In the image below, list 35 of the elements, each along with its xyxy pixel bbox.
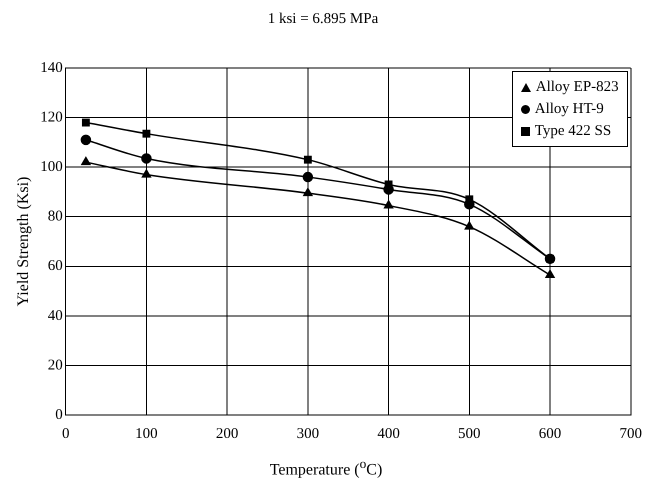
x-tick-label: 700 [620,426,642,442]
legend-label: Alloy HT-9 [534,101,604,117]
chart-title: 1 ksi = 6.895 MPa [268,10,379,27]
point [545,270,555,278]
point [302,172,314,182]
x-tick-label: 100 [135,426,158,442]
x-tick-label: 200 [216,426,238,442]
y-tick-label: 40 [48,308,63,324]
point [141,153,152,164]
point [142,169,152,178]
point [383,184,394,195]
point [304,156,312,164]
legend-label: Type 422 SS [534,123,612,139]
y-tick-label: 120 [40,110,63,126]
point [464,199,475,210]
point [384,200,394,209]
x-tick-label: 300 [296,426,320,442]
y-axis-title: Yield Strength (Ksi) [14,176,32,306]
point [303,188,313,196]
y-tick-label: 80 [48,208,63,225]
point [80,134,92,146]
y-tick-label: 20 [48,357,63,374]
legend-label: Alloy EP-823 [536,79,619,95]
x-axis-title: Temperature ($^{o}$C) [268,456,384,480]
y-tick-label: 60 [48,258,63,274]
x-tick-label: 400 [377,426,400,442]
point [81,156,91,166]
x-tick-label: 600 [538,426,562,442]
point [464,221,474,230]
y-tick-label: 140 [40,60,63,76]
point [82,118,90,126]
x-tick-label: 500 [458,426,481,442]
point [142,130,150,138]
y-tick-label: 100 [40,159,63,176]
y-tick-label: 0 [55,406,63,423]
